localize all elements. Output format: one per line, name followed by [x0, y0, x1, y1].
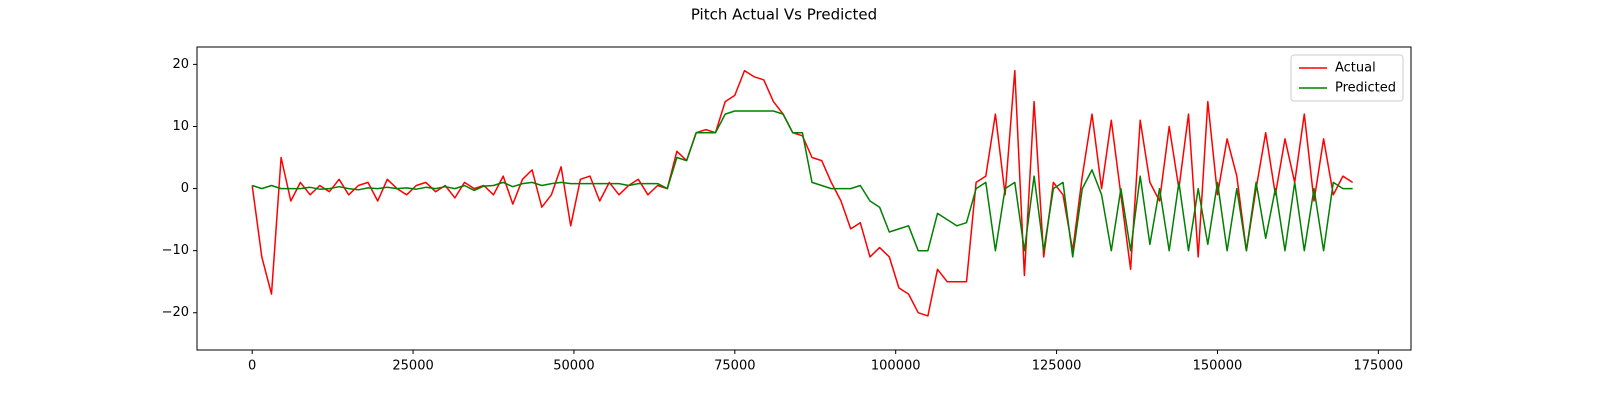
x-tick-label: 75000 [714, 359, 755, 374]
y-tick-label: −20 [162, 305, 189, 320]
y-tick-label: 0 [181, 181, 189, 196]
x-tick-label: 25000 [392, 359, 433, 374]
y-tick-label: 10 [172, 119, 189, 134]
chart-title: Pitch Actual Vs Predicted [691, 6, 877, 24]
series-line [251, 110, 1353, 258]
legend-box [1290, 54, 1404, 102]
x-tick-label: 125000 [1032, 359, 1082, 374]
y-tick-label: −10 [162, 243, 189, 258]
y-tick-label: 20 [172, 57, 189, 72]
series-line [251, 69, 1354, 317]
legend-label: Actual [1335, 61, 1376, 76]
x-tick-label: 100000 [871, 359, 921, 374]
legend-label: Predicted [1335, 81, 1396, 96]
x-tick-label: 175000 [1354, 359, 1404, 374]
plot-frame [196, 46, 1412, 351]
x-tick-label: 150000 [1193, 359, 1243, 374]
x-tick-label: 0 [248, 359, 256, 374]
x-tick-label: 50000 [553, 359, 594, 374]
